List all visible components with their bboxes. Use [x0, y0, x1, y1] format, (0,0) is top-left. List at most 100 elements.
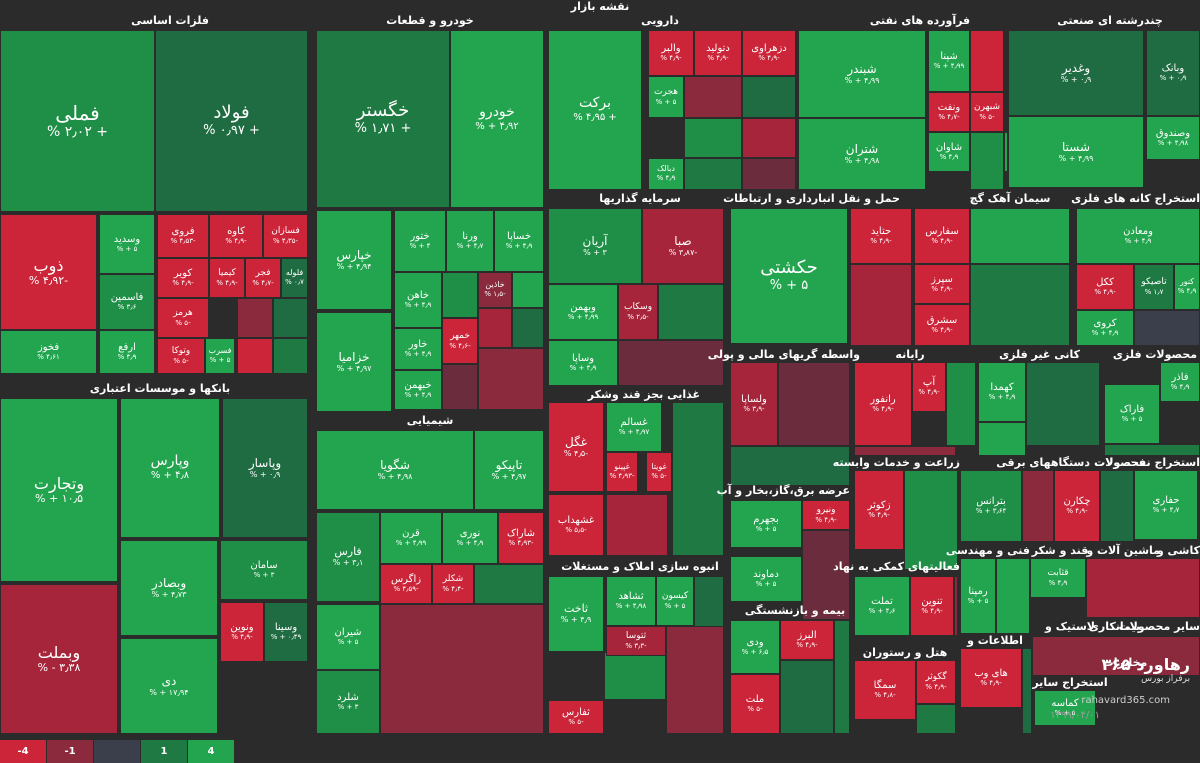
stock-tile[interactable]: شیران ۵ + % — [316, 604, 380, 670]
stock-tile[interactable]: خساپا ۴٫۹ + % — [494, 210, 544, 272]
stock-tile[interactable]: غشهداب -۵٫۵ % — [548, 494, 604, 556]
stock-tile[interactable]: فلوله ۰٫۷ % — [281, 258, 308, 298]
stock-tile[interactable]: ودی ۶٫۵ + % — [730, 620, 780, 674]
stock-tile[interactable]: برکت + ۴٫۹۵ % — [548, 30, 642, 190]
stock-tile[interactable]: کنور ۴٫۹ % — [1174, 264, 1200, 310]
stock-tile[interactable]: ککل -۴٫۹ % — [1076, 264, 1134, 310]
stock-tile[interactable]: وتوکا -۵ % — [157, 338, 205, 374]
stock-tile[interactable]: وبملت ۳٫۳۸ - % — [0, 584, 118, 734]
stock-tile[interactable]: ولساپا -۳٫۹ % — [730, 362, 778, 446]
stock-tile[interactable]: های وب -۴٫۹ % — [960, 648, 1022, 708]
stock-tile[interactable]: ارفع ۴٫۹ % — [99, 330, 155, 374]
stock-tile[interactable]: دی ۱۷٫۹۴ + % — [120, 638, 218, 734]
stock-tile[interactable]: حتاید -۴٫۹ % — [850, 208, 912, 264]
stock-tile[interactable]: چکارن -۴٫۹ % — [1054, 470, 1100, 542]
stock-tile[interactable]: ومعادن ۴٫۹ + % — [1076, 208, 1200, 264]
stock-tile[interactable]: وغدیر ۰٫۹ + % — [1008, 30, 1144, 116]
stock-tile[interactable]: شبندر ۴٫۹۹ + % — [798, 30, 926, 118]
stock-tile[interactable]: ونفت -۴٫۷ % — [928, 92, 970, 132]
stock-tile[interactable]: ثفارس -۵ % — [548, 700, 604, 734]
stock-tile[interactable]: تاصیکو ۱٫۷ % — [1134, 264, 1174, 310]
stock-tile[interactable]: کاوه -۴٫۹ % — [209, 214, 263, 258]
stock-tile[interactable]: شگویا ۴٫۹۸ + % — [316, 430, 474, 510]
stock-tile[interactable]: وسینا ۰٫۴۹ + % — [264, 602, 308, 662]
stock-tile[interactable]: رانفور -۴٫۹ % — [854, 362, 912, 446]
stock-tile[interactable]: فخوز ۴٫۶۱ % — [0, 330, 97, 374]
stock-tile[interactable]: فاسمین ۳٫۶ % — [99, 274, 155, 330]
stock-tile[interactable]: خاور ۴٫۹ + % — [394, 328, 442, 370]
stock-tile[interactable]: ختور ۴ + % — [394, 210, 446, 272]
stock-tile[interactable]: شلرد ۳ + % — [316, 670, 380, 734]
stock-tile[interactable]: فاذر ۴٫۹ % — [1160, 362, 1200, 402]
stock-tile[interactable]: خپارس ۴٫۹۴ + % — [316, 210, 392, 310]
stock-tile[interactable]: ورنا ۴٫۷ + % — [446, 210, 494, 272]
stock-tile[interactable]: ونیرو -۴٫۹ % — [802, 500, 850, 530]
stock-tile[interactable]: شاراک -۴٫۹۳ % — [498, 512, 544, 564]
stock-tile[interactable]: خزامیا ۴٫۹۷ + % — [316, 312, 392, 412]
stock-tile[interactable]: هرمز -۵ % — [157, 298, 209, 338]
stock-tile[interactable]: سامان ۳ + % — [220, 540, 308, 600]
stock-tile[interactable]: خمهر -۴٫۶ % — [442, 318, 478, 364]
stock-tile[interactable]: وپارس ۴٫۸ + % — [120, 398, 220, 538]
stock-tile[interactable]: شبهرن -۵ % — [970, 92, 1004, 132]
stock-tile[interactable]: خودرو ۴٫۹۲ + % — [450, 30, 544, 208]
stock-tile[interactable]: وساپا ۴٫۹ + % — [548, 340, 618, 386]
stock-tile[interactable]: خاذین -۱٫۵ % — [478, 272, 512, 308]
stock-tile[interactable]: غپینو -۴٫۹۳ % — [606, 452, 638, 492]
stock-tile[interactable]: بجهرم ۵ + % — [730, 500, 802, 548]
stock-tile[interactable]: تاپیکو ۴٫۹۷ + % — [474, 430, 544, 510]
stock-tile[interactable]: خگستر + ۱٫۷۱ % — [316, 30, 450, 208]
stock-tile[interactable]: قرن ۴٫۹۹ + % — [380, 512, 442, 564]
stock-tile[interactable]: شاوان ۴٫۹ % — [928, 132, 970, 172]
stock-tile[interactable]: وسکاب -۲٫۵ % — [618, 284, 658, 340]
stock-tile[interactable]: دتولید -۴٫۹ % — [694, 30, 742, 76]
stock-tile[interactable]: هجرت ۵ + % — [648, 76, 684, 118]
stock-tile[interactable]: دماوند ۵ + % — [730, 556, 802, 602]
stock-tile[interactable]: آریان ۳ + % — [548, 208, 642, 284]
stock-tile[interactable]: وبصادر ۴٫۷۳ + % — [120, 540, 218, 636]
stock-tile[interactable]: خاهن ۴٫۹ + % — [394, 272, 442, 328]
stock-tile[interactable]: ملت -۵ % — [730, 674, 780, 734]
stock-tile[interactable]: تنوین -۴٫۹ % — [910, 576, 954, 636]
stock-tile[interactable]: فملی + ۲٫۰۲ % — [0, 30, 155, 212]
stock-tile[interactable]: سشرق -۴٫۹ % — [914, 304, 970, 346]
stock-tile[interactable]: غگل -۴٫۵ % — [548, 402, 604, 492]
stock-tile[interactable]: ثتوسا -۳٫۳ % — [606, 626, 666, 656]
stock-tile[interactable]: وپاسار ۰٫۹ + % — [222, 398, 308, 538]
stock-tile[interactable]: قثابت ۴٫۹ % — [1030, 558, 1086, 598]
stock-tile[interactable]: ونوین -۴٫۹ % — [220, 602, 264, 662]
stock-tile[interactable]: کماسه ۵ + % — [1034, 690, 1096, 726]
stock-tile[interactable]: شکلر -۴٫۴ % — [432, 564, 474, 604]
stock-tile[interactable]: نوری ۴٫۹ + % — [442, 512, 498, 564]
stock-tile[interactable]: وسدید ۵ + % — [99, 214, 155, 274]
stock-tile[interactable]: فاراک ۵ + % — [1104, 384, 1160, 444]
stock-tile[interactable]: کروی ۴٫۹ + % — [1076, 310, 1134, 346]
stock-tile[interactable]: دبالک ۴٫۹ % — [648, 158, 684, 190]
stock-tile[interactable]: فروی -۴٫۵۳ % — [157, 214, 209, 258]
stock-tile[interactable]: ثشاهد ۴٫۹۸ + % — [606, 576, 656, 626]
stock-tile[interactable]: حکشتی ۵ + % — [730, 208, 848, 344]
stock-tile[interactable]: وصندوق ۴٫۹۸ + % — [1146, 116, 1200, 160]
stock-tile[interactable]: دزهراوی -۴٫۹ % — [742, 30, 796, 76]
stock-tile[interactable]: سپرز -۴٫۹ % — [914, 264, 970, 304]
stock-tile[interactable]: تملت ۴٫۶ + % — [854, 576, 910, 636]
stock-tile[interactable]: وبانک ۰٫۹ + % — [1146, 30, 1200, 116]
stock-tile[interactable]: غسالم ۴٫۹۷ + % — [606, 402, 662, 452]
stock-tile[interactable]: فارس ۳٫۱ + % — [316, 512, 380, 602]
stock-tile[interactable]: ذوب -۴٫۹۲ % — [0, 214, 97, 330]
stock-tile[interactable]: ثاخت ۴٫۹ + % — [548, 576, 604, 652]
stock-tile[interactable]: بترانس ۳٫۶۴ + % — [960, 470, 1022, 542]
stock-tile[interactable]: خبهمن ۴٫۹ + % — [394, 370, 442, 410]
stock-tile[interactable]: فجر -۴٫۷ % — [245, 258, 281, 298]
stock-tile[interactable]: زکوثر -۴٫۹ % — [854, 470, 904, 550]
stock-tile[interactable]: حفاری ۴٫۷ + % — [1134, 470, 1198, 540]
stock-tile[interactable]: وبهمن ۴٫۹۹ + % — [548, 284, 618, 340]
stock-tile[interactable]: کیمیا -۴٫۹ % — [209, 258, 245, 298]
stock-tile[interactable]: شستا ۴٫۹۹ + % — [1008, 116, 1144, 188]
stock-tile[interactable]: غویتا -۵ % — [646, 452, 672, 492]
stock-tile[interactable]: شپنا ۴٫۹۹ + % — [928, 30, 970, 92]
stock-tile[interactable]: گکوثر -۴٫۹ % — [916, 660, 956, 704]
stock-tile[interactable]: شتران ۴٫۹۸ + % — [798, 118, 926, 190]
stock-tile[interactable]: کیسون ۵ + % — [656, 576, 694, 626]
stock-tile[interactable]: والبر -۴٫۹ % — [648, 30, 694, 76]
